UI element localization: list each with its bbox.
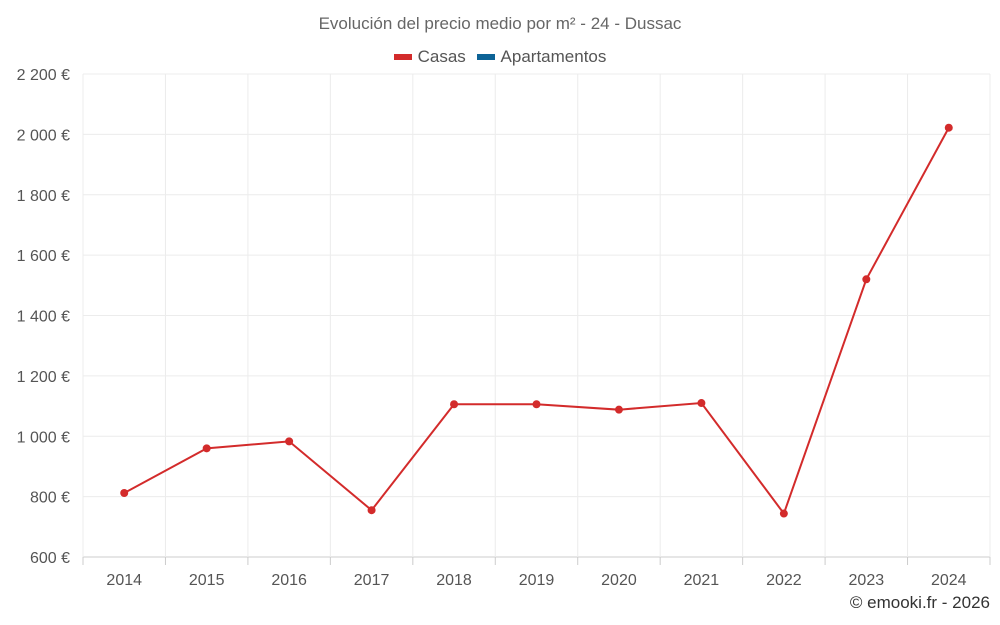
x-tick-label: 2023 xyxy=(849,572,885,589)
data-point xyxy=(450,400,459,409)
data-point xyxy=(202,444,211,453)
y-tick-label: 2 200 € xyxy=(17,67,70,84)
x-tick-label: 2021 xyxy=(684,572,720,589)
chart-legend: Casas Apartamentos xyxy=(0,45,1000,67)
y-tick-label: 1 600 € xyxy=(17,248,70,265)
legend-swatch-casas xyxy=(393,54,412,60)
data-point xyxy=(697,399,706,408)
y-tick-label: 600 € xyxy=(30,550,70,567)
x-tick-label: 2014 xyxy=(106,572,142,589)
data-point xyxy=(614,405,623,414)
data-point xyxy=(532,400,541,409)
data-point xyxy=(944,123,953,132)
y-tick-label: 800 € xyxy=(30,490,70,507)
data-point xyxy=(862,275,871,284)
x-tick-label: 2017 xyxy=(354,572,390,589)
data-point xyxy=(120,489,129,498)
x-tick-label: 2022 xyxy=(766,572,802,589)
x-tick-label: 2018 xyxy=(436,572,472,589)
legend-item-apartamentos[interactable]: Apartamentos xyxy=(476,47,607,67)
x-tick-label: 2024 xyxy=(931,572,967,589)
legend-label-casas: Casas xyxy=(417,47,466,66)
y-tick-label: 1 200 € xyxy=(17,369,70,386)
credit-text: © emooki.fr - 2026 xyxy=(849,593,990,612)
y-tick-label: 2 000 € xyxy=(17,127,70,144)
x-tick-label: 2020 xyxy=(601,572,637,589)
legend-swatch-apartamentos xyxy=(476,54,495,60)
data-point xyxy=(285,437,294,446)
x-tick-label: 2016 xyxy=(271,572,307,589)
y-tick-label: 1 800 € xyxy=(17,188,70,205)
x-tick-label: 2019 xyxy=(519,572,555,589)
chart-title: Evolución del precio medio por m² - 24 -… xyxy=(318,14,682,33)
data-point xyxy=(367,506,376,515)
legend-label-apartamentos: Apartamentos xyxy=(500,47,607,66)
data-point xyxy=(779,509,788,518)
x-tick-label: 2015 xyxy=(189,572,225,589)
legend-item-casas[interactable]: Casas xyxy=(393,47,466,67)
y-tick-label: 1 000 € xyxy=(17,429,70,446)
y-tick-label: 1 400 € xyxy=(17,309,70,326)
